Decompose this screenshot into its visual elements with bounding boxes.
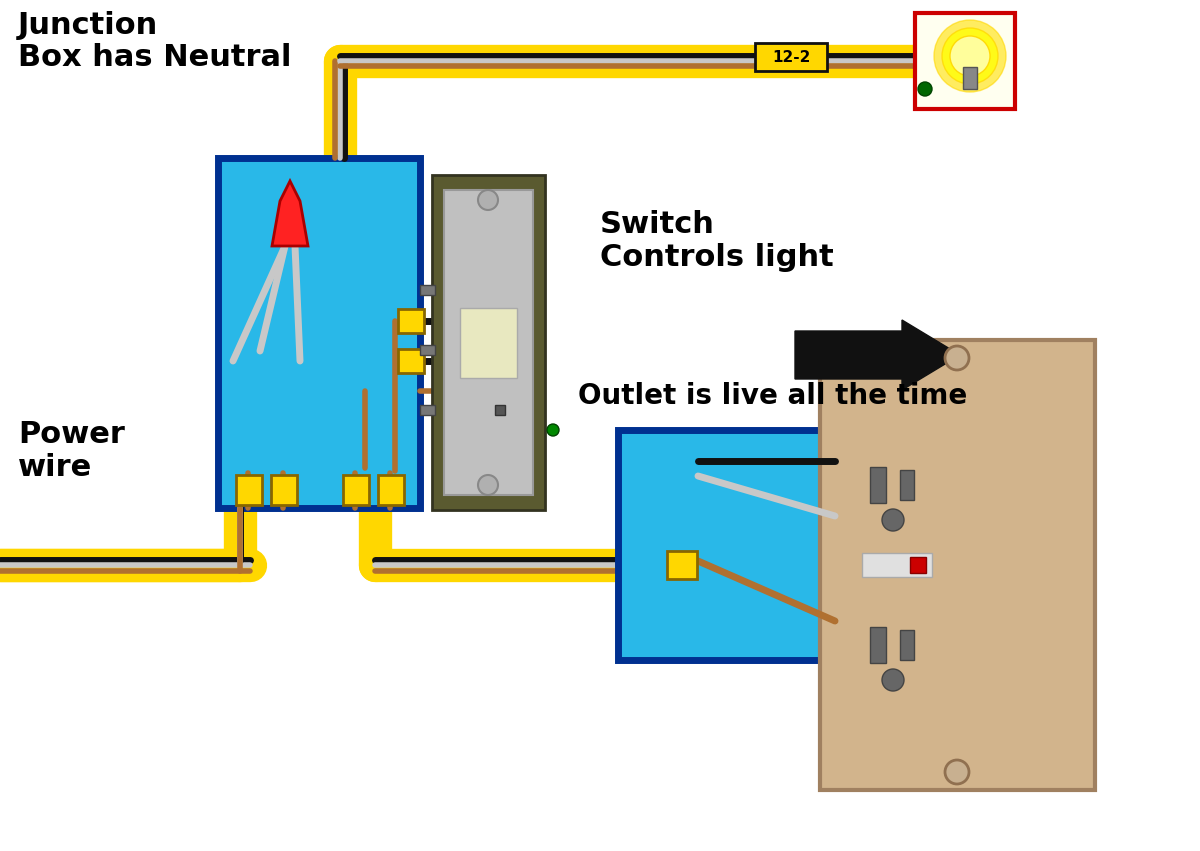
Circle shape [882, 509, 904, 531]
Bar [218, 158, 420, 508]
Circle shape [882, 669, 904, 691]
Bar [870, 467, 886, 503]
Circle shape [478, 190, 498, 210]
Circle shape [946, 346, 970, 370]
Circle shape [547, 424, 559, 436]
Bar [910, 557, 926, 573]
Text: Power
wire: Power wire [18, 420, 125, 482]
Circle shape [478, 475, 498, 495]
Bar [398, 349, 424, 373]
Bar [870, 627, 886, 663]
Bar [398, 309, 424, 333]
Circle shape [950, 36, 990, 76]
Bar [432, 175, 545, 510]
Bar [755, 43, 827, 71]
Text: Switch
Controls light: Switch Controls light [600, 210, 834, 271]
FancyArrow shape [796, 320, 960, 390]
Circle shape [934, 20, 1006, 92]
Bar [271, 475, 298, 505]
Text: Junction
Box has Neutral: Junction Box has Neutral [18, 11, 292, 72]
Bar [420, 405, 436, 415]
Polygon shape [272, 181, 308, 246]
Bar [460, 308, 517, 378]
Bar [820, 340, 1096, 790]
Text: Outlet is live all the time: Outlet is live all the time [578, 382, 967, 410]
Bar [900, 630, 914, 660]
Circle shape [918, 82, 932, 96]
Bar [862, 553, 932, 577]
Bar [496, 405, 505, 415]
Bar [667, 551, 697, 579]
Text: 12-2: 12-2 [772, 49, 810, 65]
Bar [900, 470, 914, 500]
Bar [496, 345, 505, 355]
Bar [420, 345, 436, 355]
Circle shape [942, 28, 998, 84]
Bar [378, 475, 404, 505]
Bar [420, 285, 436, 295]
Bar [618, 430, 835, 660]
Bar [444, 190, 533, 495]
Bar [964, 67, 977, 89]
Bar [343, 475, 370, 505]
Bar [916, 13, 1015, 109]
Circle shape [946, 760, 970, 784]
Bar [236, 475, 262, 505]
